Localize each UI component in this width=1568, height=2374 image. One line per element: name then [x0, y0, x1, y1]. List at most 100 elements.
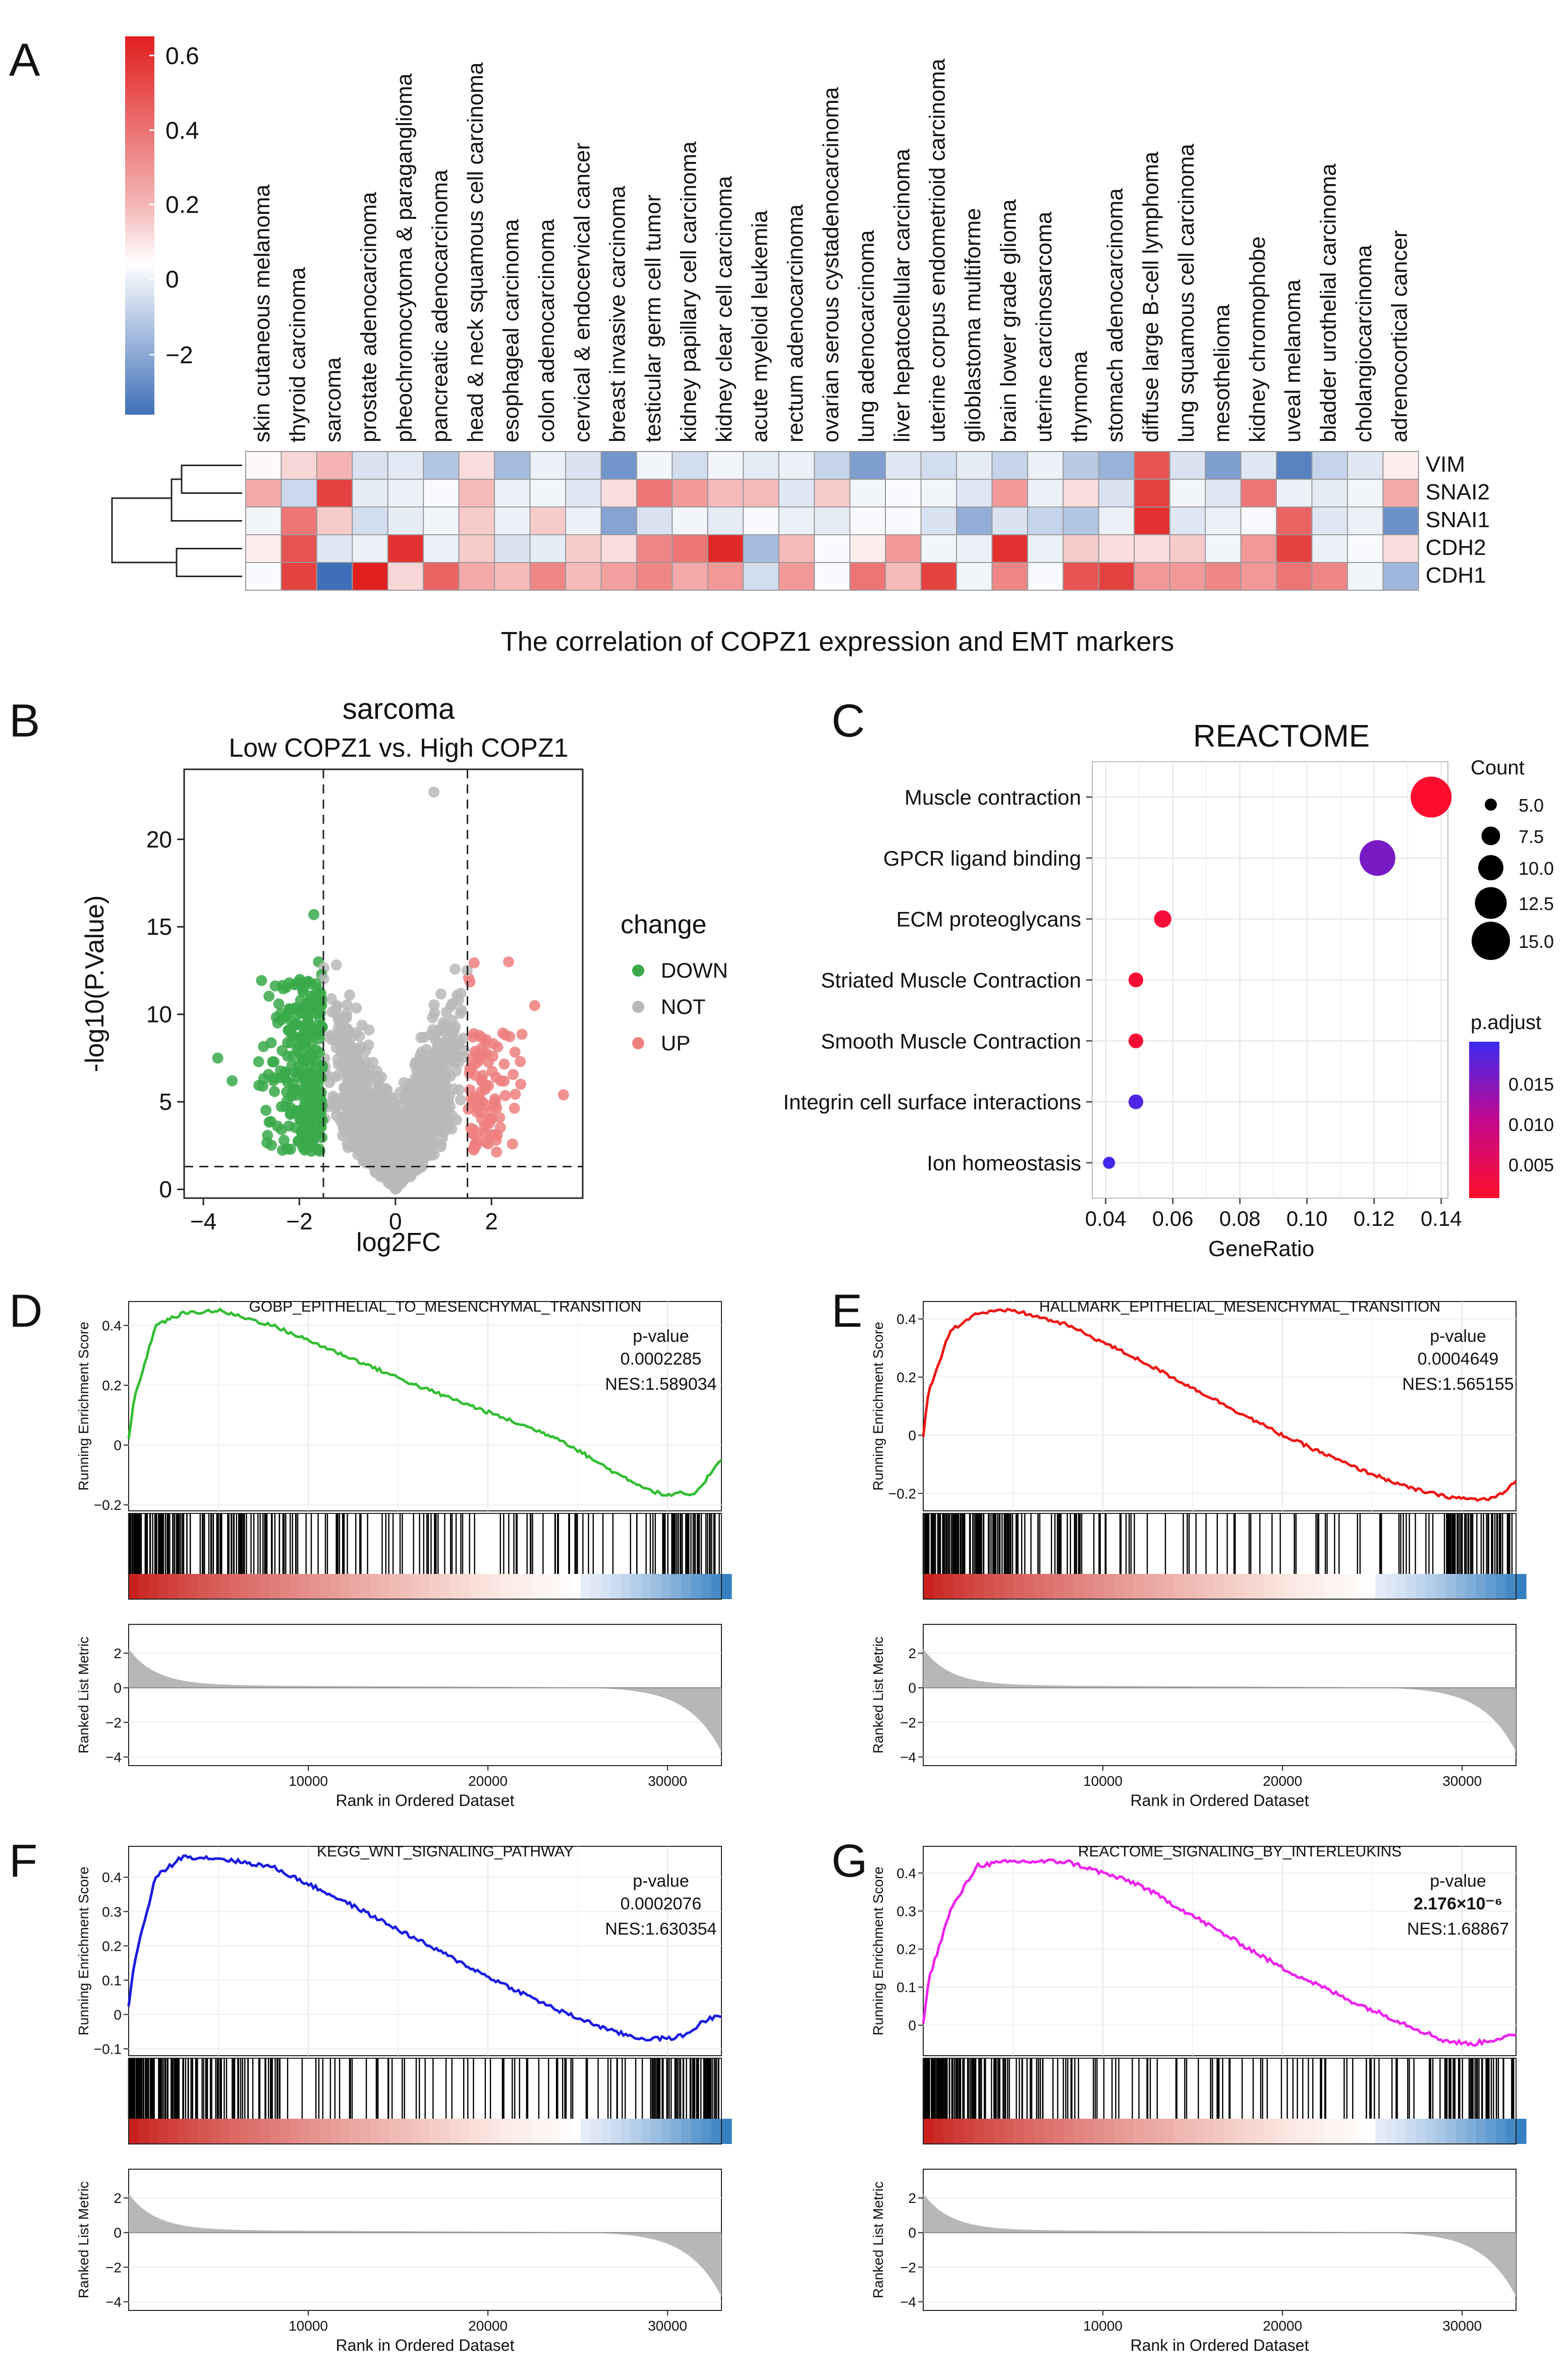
gsea-rank-strip [369, 1574, 380, 1599]
gsea-title: KEGG_WNT_SIGNALING_PATHWAY [317, 1843, 574, 1860]
gsea-rank-strip [1043, 1574, 1054, 1599]
heatmap-cell [743, 506, 779, 535]
volcano-point [433, 1052, 445, 1064]
volcano-point [467, 1031, 479, 1043]
heatmap-cell [636, 479, 673, 507]
gsea-ytick-label: −0.2 [94, 1497, 122, 1513]
gsea-rank-strip [923, 2119, 934, 2144]
volcano-point [442, 1122, 454, 1134]
volcano-xtick-label: 0 [389, 1208, 402, 1234]
gsea-ytick-label: 0.4 [102, 1318, 122, 1333]
panel-label-B: B [9, 695, 40, 747]
gsea-rank-strip [1445, 1574, 1457, 1599]
gsea-rank-strip [943, 1574, 954, 1599]
heatmap-cell [707, 562, 744, 591]
gsea-ytick-label: 0.4 [897, 1312, 916, 1327]
volcano-point [286, 1108, 298, 1119]
volcano-ytick-label: 20 [146, 826, 172, 853]
gsea-rank-strip [350, 1574, 360, 1599]
volcano-point [295, 979, 306, 991]
gsea-rank-strip [299, 1574, 310, 1599]
volcano-ytick-label: 10 [146, 1001, 172, 1028]
volcano-point [367, 1056, 379, 1068]
gsea-rank-strip [973, 2119, 984, 2144]
gsea-ylabel: Running Enrichment Score [76, 1867, 91, 2036]
heatmap-cell [991, 534, 1028, 563]
gsea-rank-strip [1214, 2119, 1225, 2144]
heatmap-cell [281, 534, 317, 563]
volcano-point [428, 786, 439, 798]
gsea-rank-strip [1375, 2119, 1386, 2144]
gsea-rank-strip [1275, 1574, 1285, 1599]
gsea-rank-strip [1255, 2119, 1265, 2144]
volcano-point [466, 1093, 477, 1104]
volcano-point [491, 1102, 502, 1114]
gsea-rank-strip [279, 2119, 290, 2144]
gsea-rank-strip [329, 2119, 340, 2144]
volcano-point [325, 993, 337, 1005]
gsea-rank-strip [360, 1574, 370, 1599]
heatmap-cell [1134, 506, 1170, 535]
gsea-nes: NES:1.68867 [1407, 1919, 1509, 1939]
heatmap-cell [1169, 479, 1206, 507]
heatmap-cell [1311, 479, 1348, 507]
panel-label-A: A [9, 34, 40, 86]
volcano-point [312, 1072, 324, 1084]
heatmap-row-label: CDH1 [1426, 563, 1486, 588]
gsea-title: HALLMARK_EPITHELIAL_MESENCHYMAL_TRANSITI… [1039, 1298, 1440, 1315]
heatmap-cell [281, 479, 317, 507]
gsea-rank-strip [1516, 1574, 1527, 1599]
heatmap-cell [956, 451, 993, 480]
heatmap-row-label: CDH2 [1426, 535, 1486, 560]
gsea-rank-strip [309, 1574, 320, 1599]
dotplot-size-legend-key [1475, 887, 1507, 919]
volcano-point [308, 994, 319, 1006]
gsea-rank-strip [189, 1574, 200, 1599]
heatmap-cell [1382, 562, 1419, 591]
gsea-rank-strip [1154, 1574, 1165, 1599]
heatmap-column-label: glioblastoma multiforme [961, 208, 985, 442]
heatmap-column-label: uterine carcinosarcoma [1032, 211, 1056, 442]
volcano-title: sarcoma [343, 693, 455, 725]
heatmap-cell [1134, 451, 1170, 480]
volcano-point [385, 1146, 397, 1157]
heatmap-cell [352, 451, 388, 480]
volcano-point [416, 1046, 427, 1058]
heatmap-cell [1347, 534, 1384, 563]
heatmap-cell [671, 506, 708, 535]
gsea-rank-strip [1204, 1574, 1215, 1599]
dotplot-size-legend-label: 12.5 [1519, 893, 1554, 914]
gsea-running-score-line [127, 1854, 722, 2043]
dotplot-category-label: Striated Muscle Contraction [821, 969, 1081, 992]
gsea-barcode-frame [923, 1513, 1517, 1600]
gsea-rank-strip [350, 2119, 360, 2144]
gsea-rank-strip [500, 2119, 511, 2144]
heatmap-cell [1382, 506, 1419, 535]
heatmap-column-label: stomach adenocarcinoma [1103, 188, 1128, 442]
gsea-pvalue-label: p-value [1430, 1327, 1486, 1346]
heatmap-cell [849, 479, 886, 507]
heatmap-cell [245, 506, 282, 535]
colorbar-tick-label: 0.4 [165, 118, 199, 144]
gsea-rank-strip [129, 1574, 139, 1599]
gsea-rank-strip [610, 2119, 622, 2144]
heatmap-cell [814, 451, 851, 480]
heatmap-column-label: sarcoma [321, 357, 346, 442]
gsea-rank-strip [1435, 2119, 1446, 2144]
gsea-rank-strip [993, 2119, 1004, 2144]
gsea-rank-strip [340, 2119, 350, 2144]
gsea-panel-G: 0.4 0.3 0.2 0.1 0 REACTOME_SIGNALING_BY_INTER… [870, 1843, 1527, 2354]
gsea-rank-strip [571, 1574, 581, 1599]
heatmap-cell [600, 562, 637, 591]
colorbar-tick-label: −2 [165, 342, 193, 369]
gsea-rank-strip [299, 2119, 310, 2144]
gsea-rank-strip [1476, 2119, 1486, 2144]
volcano-point [276, 1145, 288, 1156]
gsea-rank-strip [983, 1574, 994, 1599]
gsea-rank-strip [179, 1574, 190, 1599]
gsea-metric-tick-label: −4 [900, 2294, 916, 2310]
gsea-xtick-label: 20000 [1263, 1773, 1302, 1789]
gsea-metric-area [128, 1624, 722, 1766]
heatmap-cell [387, 506, 424, 535]
heatmap-cell [458, 562, 495, 591]
